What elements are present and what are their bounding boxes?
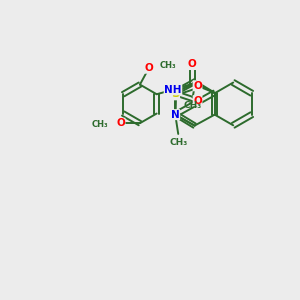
Text: N: N (171, 110, 180, 120)
Text: CH₃: CH₃ (184, 101, 202, 110)
Text: O: O (145, 63, 153, 73)
Text: O: O (193, 81, 202, 91)
Text: NH: NH (164, 85, 182, 95)
Text: O: O (188, 59, 197, 70)
Text: O: O (193, 96, 202, 106)
Text: CH₃: CH₃ (169, 137, 188, 146)
Text: S: S (171, 87, 179, 100)
Text: O: O (116, 118, 125, 128)
Text: CH₃: CH₃ (92, 120, 109, 129)
Text: CH₃: CH₃ (159, 61, 176, 70)
